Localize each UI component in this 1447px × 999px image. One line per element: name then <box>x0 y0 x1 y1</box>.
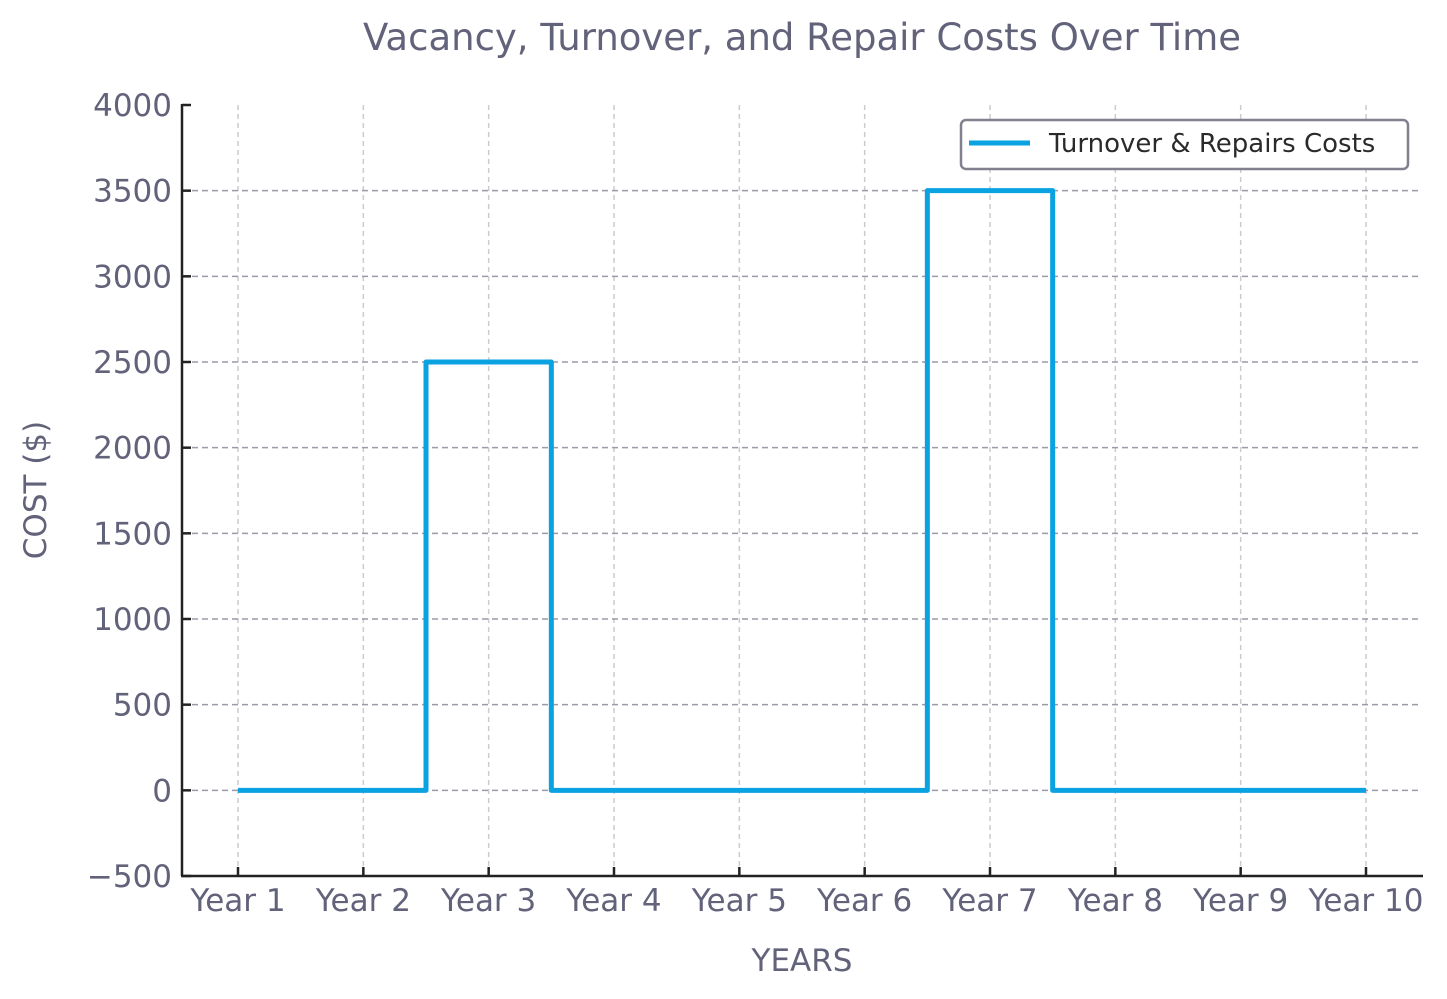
x-tick-label: Year 9 <box>1192 883 1288 919</box>
y-axis-label: COST ($) <box>18 421 54 559</box>
y-tick-label: 1000 <box>93 602 172 638</box>
x-tick-label: Year 8 <box>1067 883 1163 919</box>
y-tick-label: 2500 <box>93 345 172 381</box>
x-tick-label: Year 1 <box>189 883 285 919</box>
x-tick-label: Year 5 <box>691 883 787 919</box>
grid-lines <box>182 105 1422 876</box>
chart-title: Vacancy, Turnover, and Repair Costs Over… <box>363 16 1241 59</box>
y-tick-label: 0 <box>152 773 172 809</box>
y-tick-label: 1500 <box>93 516 172 552</box>
y-tick-label: 3000 <box>93 259 172 295</box>
x-tick-label: Year 2 <box>315 883 411 919</box>
x-tick-label: Year 4 <box>565 883 661 919</box>
y-tick-label: −500 <box>87 859 172 895</box>
x-tick-label: Year 7 <box>941 883 1037 919</box>
legend-box <box>959 118 1410 171</box>
x-axis-label: YEARS <box>751 943 853 979</box>
y-tick-label: 4000 <box>93 88 172 124</box>
x-tick-label: Year 6 <box>816 883 912 919</box>
series-line-turnover-repairs <box>238 188 1366 793</box>
x-tick-label: Year 3 <box>440 883 536 919</box>
legend: Turnover & Repairs Costs <box>959 118 1410 171</box>
y-tick-label: 500 <box>113 688 172 724</box>
data-series <box>238 188 1366 793</box>
y-tick-label: 2000 <box>93 431 172 467</box>
y-axis-ticks: −500 0 500 1000 1500 2000 2500 3000 3500 4000 <box>87 88 191 895</box>
axes <box>180 104 1423 878</box>
y-tick-label: 3500 <box>93 174 172 210</box>
legend-label: Turnover & Repairs Costs <box>1048 129 1375 159</box>
x-tick-label: Year 10 <box>1308 883 1424 919</box>
x-axis-ticks: Year 1 Year 2 Year 3 Year 4 Year 5 Year 6 Year… <box>189 867 1423 919</box>
